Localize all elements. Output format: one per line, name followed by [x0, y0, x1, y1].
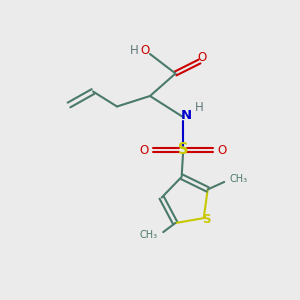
Text: S: S — [178, 142, 188, 158]
Text: O: O — [140, 143, 149, 157]
Text: O: O — [140, 44, 149, 57]
Text: S: S — [202, 213, 210, 226]
Text: O: O — [217, 143, 226, 157]
Text: H: H — [130, 44, 139, 57]
Text: CH₃: CH₃ — [140, 230, 158, 240]
Text: O: O — [198, 51, 207, 64]
Text: N: N — [180, 109, 192, 122]
Text: H: H — [195, 101, 204, 114]
Text: CH₃: CH₃ — [229, 174, 248, 184]
